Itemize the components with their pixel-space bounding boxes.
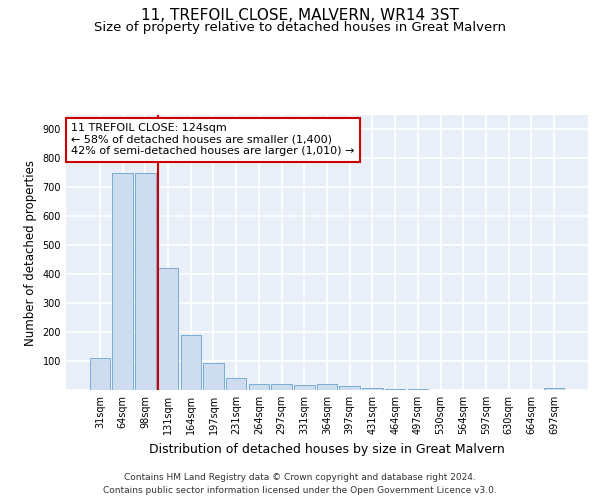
- Bar: [317, 384, 337, 390]
- Bar: [340, 386, 360, 390]
- Text: Contains HM Land Registry data © Crown copyright and database right 2024.
Contai: Contains HM Land Registry data © Crown c…: [103, 473, 497, 495]
- Text: 11 TREFOIL CLOSE: 124sqm
← 58% of detached houses are smaller (1,400)
42% of sem: 11 TREFOIL CLOSE: 124sqm ← 58% of detach…: [71, 123, 355, 156]
- Y-axis label: Number of detached properties: Number of detached properties: [24, 160, 37, 346]
- Bar: [158, 268, 178, 390]
- Bar: [248, 384, 269, 390]
- Bar: [90, 358, 110, 390]
- Text: 11, TREFOIL CLOSE, MALVERN, WR14 3ST: 11, TREFOIL CLOSE, MALVERN, WR14 3ST: [141, 8, 459, 22]
- Bar: [362, 388, 383, 390]
- X-axis label: Distribution of detached houses by size in Great Malvern: Distribution of detached houses by size …: [149, 442, 505, 456]
- Bar: [226, 378, 247, 390]
- Text: Size of property relative to detached houses in Great Malvern: Size of property relative to detached ho…: [94, 21, 506, 34]
- Bar: [112, 173, 133, 390]
- Bar: [181, 335, 201, 390]
- Bar: [271, 384, 292, 390]
- Bar: [135, 173, 155, 390]
- Bar: [544, 388, 564, 390]
- Bar: [294, 385, 314, 390]
- Bar: [203, 362, 224, 390]
